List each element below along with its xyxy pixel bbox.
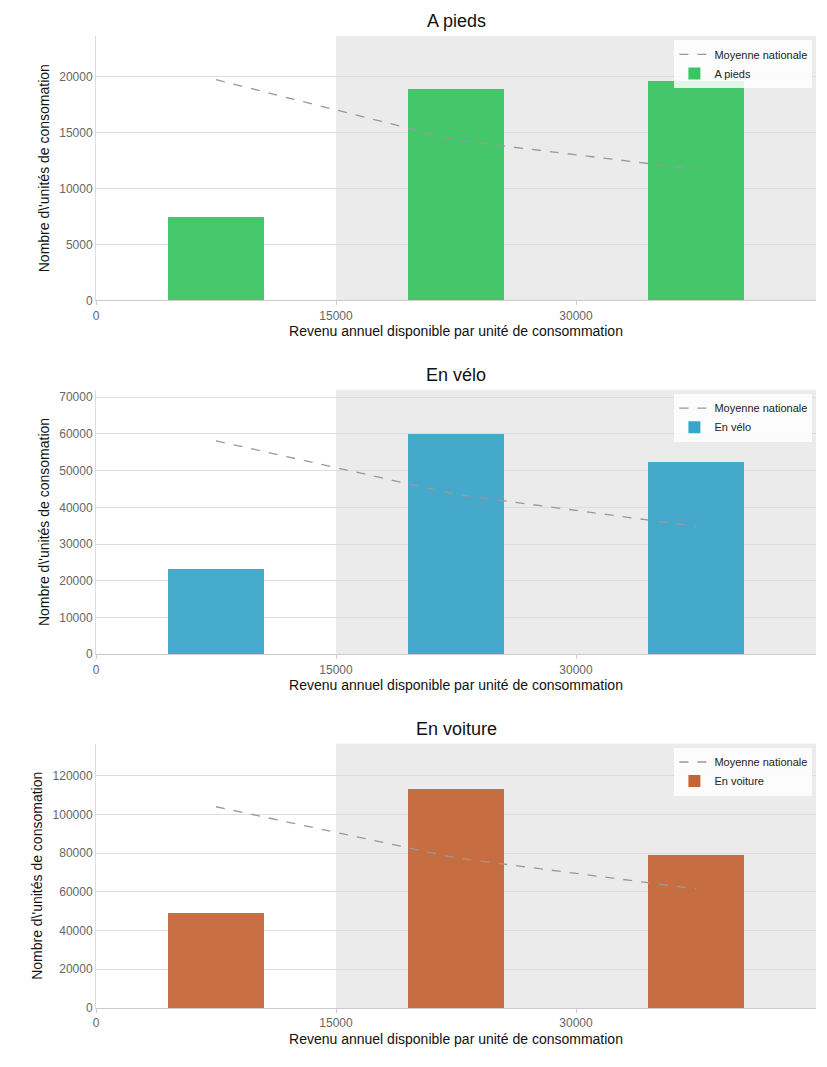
svg-text:15000: 15000: [319, 309, 353, 323]
svg-text:A pieds: A pieds: [427, 11, 486, 31]
svg-text:100000: 100000: [53, 808, 93, 822]
svg-text:50000: 50000: [59, 464, 93, 478]
svg-text:Nombre d\'unités de consomatio: Nombre d\'unités de consomation: [29, 772, 45, 980]
svg-text:70000: 70000: [59, 390, 93, 404]
svg-text:15000: 15000: [319, 1016, 353, 1030]
svg-text:0: 0: [86, 647, 93, 661]
svg-text:30000: 30000: [559, 663, 593, 677]
svg-text:En voiture: En voiture: [416, 719, 497, 739]
svg-text:Moyenne nationale: Moyenne nationale: [714, 402, 807, 414]
svg-text:Moyenne nationale: Moyenne nationale: [714, 49, 807, 61]
svg-text:Revenu annuel disponible par u: Revenu annuel disponible par unité de co…: [289, 1031, 623, 1047]
svg-text:15000: 15000: [59, 126, 93, 140]
svg-text:0: 0: [86, 294, 93, 308]
svg-text:40000: 40000: [59, 924, 93, 938]
svg-text:20000: 20000: [59, 70, 93, 84]
svg-text:60000: 60000: [59, 885, 93, 899]
svg-text:En vélo: En vélo: [714, 421, 751, 433]
svg-text:120000: 120000: [53, 769, 93, 783]
svg-text:80000: 80000: [59, 846, 93, 860]
svg-text:A pieds: A pieds: [714, 68, 751, 80]
svg-text:0: 0: [93, 309, 100, 323]
svg-text:20000: 20000: [59, 574, 93, 588]
svg-text:10000: 10000: [59, 611, 93, 625]
svg-text:En vélo: En vélo: [426, 365, 486, 385]
svg-text:0: 0: [86, 1001, 93, 1015]
svg-text:Nombre d\'unités de consomatio: Nombre d\'unités de consomation: [36, 418, 52, 626]
svg-text:En voiture: En voiture: [714, 775, 764, 787]
svg-text:Revenu annuel disponible par u: Revenu annuel disponible par unité de co…: [289, 677, 623, 693]
svg-text:15000: 15000: [319, 663, 353, 677]
svg-text:Moyenne nationale: Moyenne nationale: [714, 756, 807, 768]
svg-text:30000: 30000: [559, 309, 593, 323]
svg-text:5000: 5000: [66, 238, 93, 252]
svg-text:30000: 30000: [559, 1016, 593, 1030]
svg-text:10000: 10000: [59, 182, 93, 196]
svg-text:0: 0: [93, 1016, 100, 1030]
svg-text:0: 0: [93, 663, 100, 677]
svg-text:60000: 60000: [59, 427, 93, 441]
svg-text:30000: 30000: [59, 537, 93, 551]
svg-text:40000: 40000: [59, 501, 93, 515]
svg-text:Revenu annuel disponible par u: Revenu annuel disponible par unité de co…: [289, 323, 623, 339]
svg-text:20000: 20000: [59, 962, 93, 976]
svg-text:Nombre d\'unités de consomatio: Nombre d\'unités de consomation: [36, 64, 52, 272]
